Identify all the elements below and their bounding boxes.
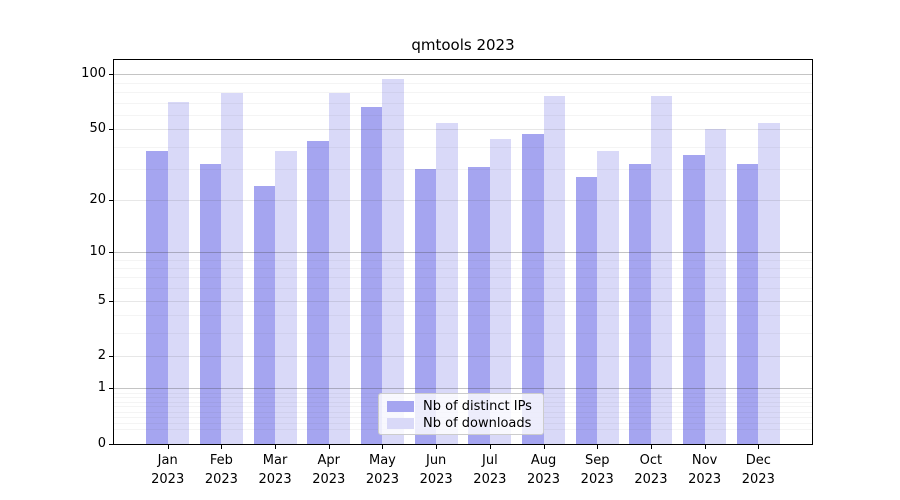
y-tick-label: 100 <box>81 66 106 82</box>
legend-swatch-distinct-ips <box>387 401 414 412</box>
y-tick-mark <box>109 252 113 253</box>
x-tick-label: Jun 2023 <box>419 453 453 487</box>
bar-downloads-oct <box>650 96 673 444</box>
y-tick-mark <box>109 74 113 76</box>
gridline-y-70 <box>114 102 812 104</box>
gridline-y-90 <box>114 82 812 84</box>
bar-downloads-mar <box>275 150 297 444</box>
bar-downloads-dec <box>758 123 780 444</box>
legend-label: Nb of downloads <box>423 416 532 431</box>
gridline-y-100 <box>114 74 812 76</box>
bar-downloads-jun <box>436 123 458 444</box>
x-tick-label: Feb 2023 <box>204 453 238 487</box>
bar-ips-apr <box>307 141 329 444</box>
y-tick-mark <box>109 200 113 202</box>
x-tick-mark <box>382 445 384 449</box>
bar-downloads-jul <box>489 139 512 444</box>
y-tick-label: 5 <box>97 292 106 308</box>
y-tick-label: 50 <box>89 121 106 137</box>
x-tick-mark <box>328 445 330 449</box>
chart-title: qmtools 2023 <box>411 36 515 54</box>
bar-ips-jan <box>146 150 168 444</box>
legend-item-downloads: Nb of downloads <box>387 415 535 432</box>
bar-downloads-may <box>382 78 404 444</box>
bar-downloads-feb <box>221 93 243 444</box>
gridline-y-80 <box>114 92 812 94</box>
x-tick-mark <box>489 445 491 449</box>
bar-ips-dec <box>736 164 759 444</box>
legend-item-distinct-ips: Nb of distinct IPs <box>387 398 535 415</box>
x-tick-mark <box>650 445 652 449</box>
y-tick-mark <box>109 356 113 358</box>
bar-ips-jul <box>468 166 490 444</box>
legend-label: Nb of distinct IPs <box>423 399 532 414</box>
bar-ips-aug <box>522 134 544 444</box>
legend: Nb of distinct IPs Nb of downloads <box>378 393 544 435</box>
y-tick-label: 1 <box>97 380 106 396</box>
x-tick-label: Aug 2023 <box>526 453 561 487</box>
x-tick-label: Jul 2023 <box>473 453 507 487</box>
x-tick-mark <box>221 445 223 449</box>
x-tick-mark <box>436 445 438 449</box>
bar-downloads-nov <box>704 129 727 444</box>
x-tick-label: Apr 2023 <box>312 453 346 487</box>
legend-swatch-downloads <box>387 418 414 429</box>
x-tick-mark <box>704 445 706 449</box>
bar-ips-oct <box>629 164 651 444</box>
bar-ips-may <box>360 107 383 444</box>
bar-downloads-sep <box>597 150 619 444</box>
x-tick-label: May 2023 <box>365 453 399 487</box>
bar-downloads-apr <box>328 93 351 444</box>
x-tick-mark <box>597 445 599 449</box>
bar-downloads-jan <box>167 101 190 444</box>
x-tick-label: Oct 2023 <box>634 453 668 487</box>
bar-ips-mar <box>253 186 276 444</box>
x-tick-mark <box>167 445 169 449</box>
x-tick-mark <box>758 445 760 449</box>
x-tick-mark <box>275 445 277 449</box>
y-tick-label: 10 <box>89 244 106 259</box>
bar-downloads-aug <box>543 96 565 444</box>
x-tick-mark <box>543 445 545 449</box>
y-tick-mark <box>109 444 113 445</box>
gridline-y-60 <box>114 114 812 116</box>
x-tick-label: Jan 2023 <box>151 453 185 487</box>
x-tick-label: Nov 2023 <box>688 453 722 487</box>
y-tick-mark <box>109 129 113 131</box>
x-tick-label: Dec 2023 <box>741 453 775 487</box>
bar-ips-sep <box>575 177 598 444</box>
y-tick-label: 2 <box>97 348 106 364</box>
x-tick-label: Sep 2023 <box>580 453 614 487</box>
bar-ips-feb <box>199 164 222 444</box>
plot-area <box>113 59 813 445</box>
bar-ips-nov <box>683 154 705 444</box>
y-tick-label: 20 <box>89 192 106 208</box>
y-tick-label: 0 <box>97 436 106 451</box>
y-tick-mark <box>109 388 113 390</box>
x-tick-label: Mar 2023 <box>258 453 292 487</box>
bar-ips-jun <box>414 169 437 444</box>
y-tick-mark <box>109 300 113 302</box>
